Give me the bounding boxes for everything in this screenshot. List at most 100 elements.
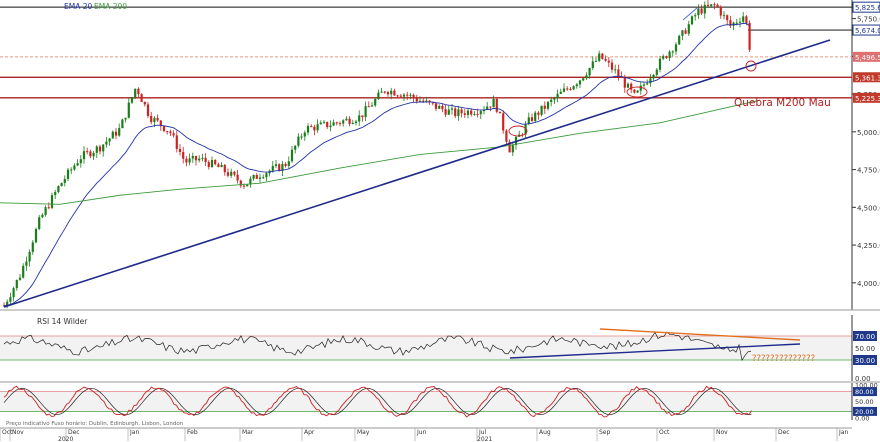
candle-body xyxy=(390,90,393,95)
candle-body xyxy=(626,83,630,88)
candle-body xyxy=(66,169,70,179)
candle-body xyxy=(489,106,492,108)
stoch-k-line xyxy=(3,385,752,418)
candle-body xyxy=(351,123,354,125)
x-month-label: Apr xyxy=(304,429,315,436)
candle-body xyxy=(710,4,713,7)
candle-body xyxy=(530,117,534,121)
stoch-d-line xyxy=(3,387,752,416)
candle-body xyxy=(79,159,82,164)
x-month-label: Nov xyxy=(716,429,728,436)
candle-body xyxy=(332,122,335,126)
candle-body xyxy=(630,83,633,90)
candle-body xyxy=(140,94,143,102)
candle-body xyxy=(662,56,665,59)
stoch-tick-label: 100.00 xyxy=(855,382,878,390)
candle-body xyxy=(297,136,300,146)
candle-body xyxy=(121,119,124,129)
candle-body xyxy=(585,75,588,79)
x-month-label: Jul xyxy=(478,429,487,436)
candle-body xyxy=(444,109,447,115)
stoch-tick-label: 20.00 xyxy=(855,408,874,416)
candle-body xyxy=(98,146,102,152)
candle-body xyxy=(150,115,153,123)
candle-body xyxy=(239,180,242,186)
candle-body xyxy=(31,242,34,252)
candle-body xyxy=(262,177,265,179)
candle-body xyxy=(598,53,601,61)
candle-body xyxy=(425,100,428,102)
price-label-box xyxy=(853,72,880,83)
x-axis: Oct Nov Dec Jan Feb Mar Apr May Jun Jul Aug Sep Oct N… xyxy=(0,427,852,442)
candle-body xyxy=(367,106,370,108)
candle-body xyxy=(623,78,626,88)
candle-body xyxy=(134,88,137,98)
candle-body xyxy=(22,265,25,278)
candle-body xyxy=(694,15,697,17)
candle-body xyxy=(60,182,63,187)
candle-body xyxy=(383,91,386,93)
candle-body xyxy=(735,22,738,24)
price-annotation: Quebra M200 Mau xyxy=(734,97,831,109)
rsi-panel: RSI 14 Wilder 70.00 50.00 30.00 0.00????????… xyxy=(0,315,880,383)
highlight-ellipse xyxy=(508,125,528,137)
candle-body xyxy=(396,95,399,97)
candle-body xyxy=(354,121,358,124)
price-label-box xyxy=(852,1,880,13)
candle-body xyxy=(82,151,86,160)
candle-body xyxy=(495,98,498,112)
candle-body xyxy=(476,113,479,115)
candle-body xyxy=(6,301,9,306)
candle-body xyxy=(335,122,338,124)
candles xyxy=(2,0,751,309)
candle-body xyxy=(402,94,406,97)
candle-body xyxy=(470,110,473,115)
candle-body xyxy=(668,51,671,59)
rsi-label-box xyxy=(853,331,877,341)
candle-body xyxy=(674,44,678,52)
candle-body xyxy=(54,192,57,196)
candle-body xyxy=(690,16,694,25)
candle-body xyxy=(342,120,345,124)
candle-body xyxy=(466,110,470,115)
candle-body xyxy=(201,157,204,159)
candle-body xyxy=(703,4,706,14)
candle-body xyxy=(105,141,108,145)
candle-body xyxy=(28,251,31,262)
candle-body xyxy=(434,103,438,109)
candle-body xyxy=(274,164,278,166)
candle-body xyxy=(649,78,652,84)
candle-body xyxy=(230,171,233,176)
candle-body xyxy=(726,15,729,21)
candle-body xyxy=(454,108,457,117)
footer-text: Preço indicativo Fuso horário: Dublin, E… xyxy=(6,420,184,427)
candle-body xyxy=(457,109,460,117)
candle-body xyxy=(418,100,422,102)
candle-body xyxy=(50,195,54,208)
candle-body xyxy=(450,108,454,110)
candle-body xyxy=(364,106,367,118)
rsi-label-box xyxy=(853,355,877,365)
candle-body xyxy=(38,217,41,230)
candle-body xyxy=(12,288,15,298)
candle-body xyxy=(95,146,98,153)
candle-body xyxy=(159,120,162,127)
candle-body xyxy=(290,149,294,162)
candle-body xyxy=(652,74,655,79)
candle-body xyxy=(562,88,566,92)
x-year-label: 2020 xyxy=(58,436,73,442)
candle-body xyxy=(265,173,268,178)
candle-body xyxy=(713,4,716,6)
candle-body xyxy=(524,124,527,135)
candle-body xyxy=(345,118,348,121)
candle-body xyxy=(73,165,76,170)
price-background xyxy=(0,0,880,310)
candle-body xyxy=(191,156,194,159)
candle-body xyxy=(508,141,511,153)
rsi-trendline xyxy=(509,343,801,359)
candle-body xyxy=(591,61,594,69)
candle-body xyxy=(441,105,444,110)
ema20-line xyxy=(3,22,750,307)
candle-body xyxy=(607,60,610,63)
candle-body xyxy=(604,58,607,61)
